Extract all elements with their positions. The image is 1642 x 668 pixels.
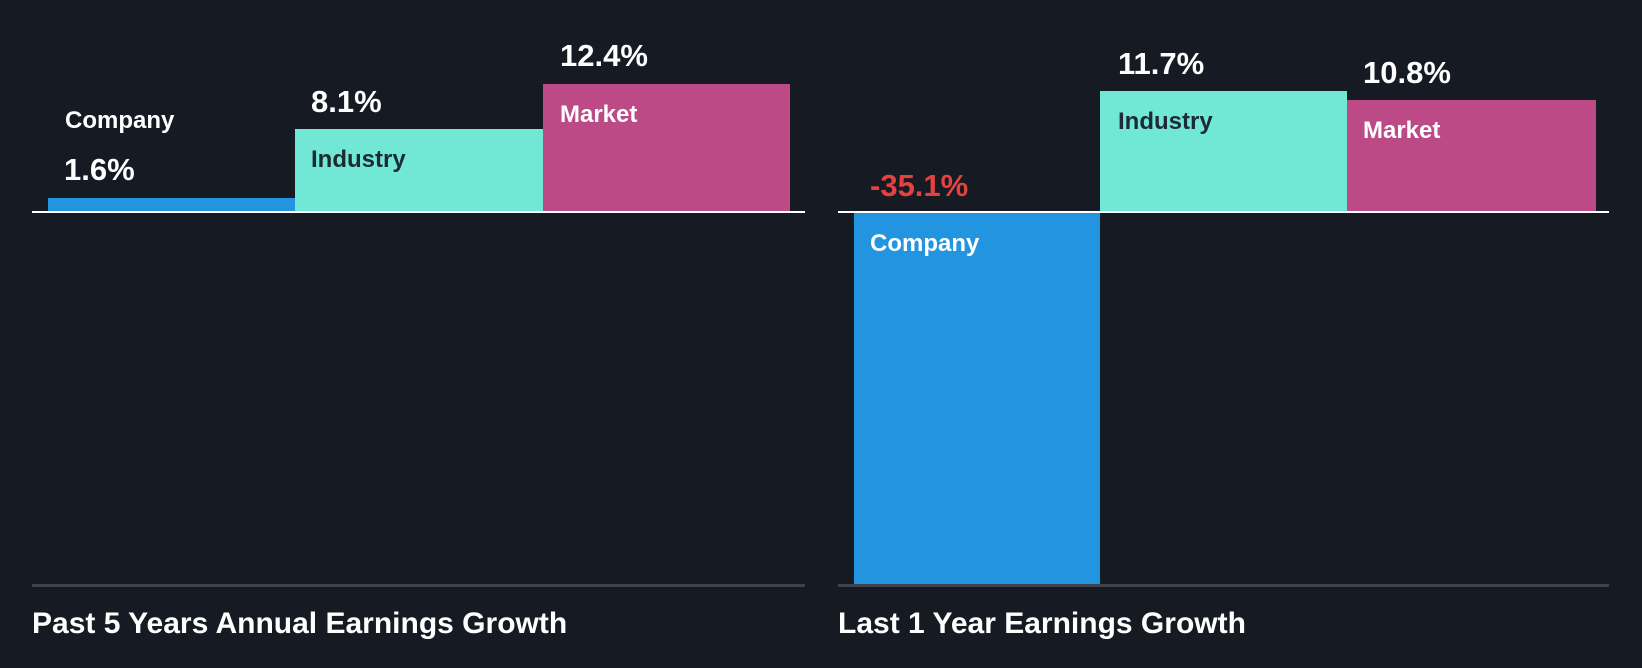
company-bar [854,212,1100,584]
company-label: Company [65,107,175,134]
industry-label: Industry [311,146,406,173]
market-value: 12.4% [560,38,648,73]
company-label: Company [870,230,980,257]
market-label: Market [560,101,638,128]
chart-title: Past 5 Years Annual Earnings Growth [32,607,568,640]
industry-bar [295,129,543,212]
industry-bar [1100,91,1347,212]
company-value: 1.6% [64,152,135,187]
industry-label: Industry [1118,108,1213,135]
industry-value: 11.7% [1118,46,1205,81]
bottom-axis [838,584,1609,587]
market-bar [1347,100,1596,212]
zero-baseline [32,211,805,213]
market-label: Market [1363,117,1441,144]
market-value: 10.8% [1363,55,1451,90]
chart-title: Last 1 Year Earnings Growth [838,607,1246,640]
bottom-axis [32,584,805,587]
zero-baseline [838,211,1609,213]
company-value: -35.1% [870,168,969,203]
company-bar [48,198,295,212]
market-bar [543,84,790,212]
past-5-years-chart: Company 1.6% 8.1% Industry 12.4% Market … [32,38,805,640]
industry-value: 8.1% [311,84,382,119]
last-1-year-chart: -35.1% Company 11.7% Industry 10.8% Mark… [821,0,1642,668]
